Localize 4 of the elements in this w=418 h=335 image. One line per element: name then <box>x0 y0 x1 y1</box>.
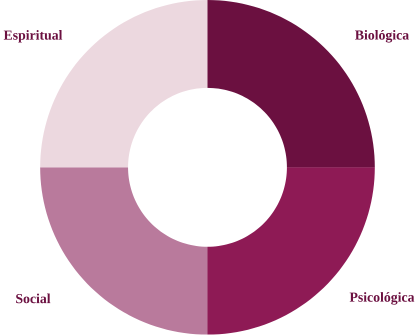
slice-label: Social <box>16 294 50 304</box>
slice-label: Biológica <box>355 30 409 43</box>
slice-label: Espiritual <box>4 30 62 43</box>
slice-label: Psicológica <box>350 292 414 305</box>
